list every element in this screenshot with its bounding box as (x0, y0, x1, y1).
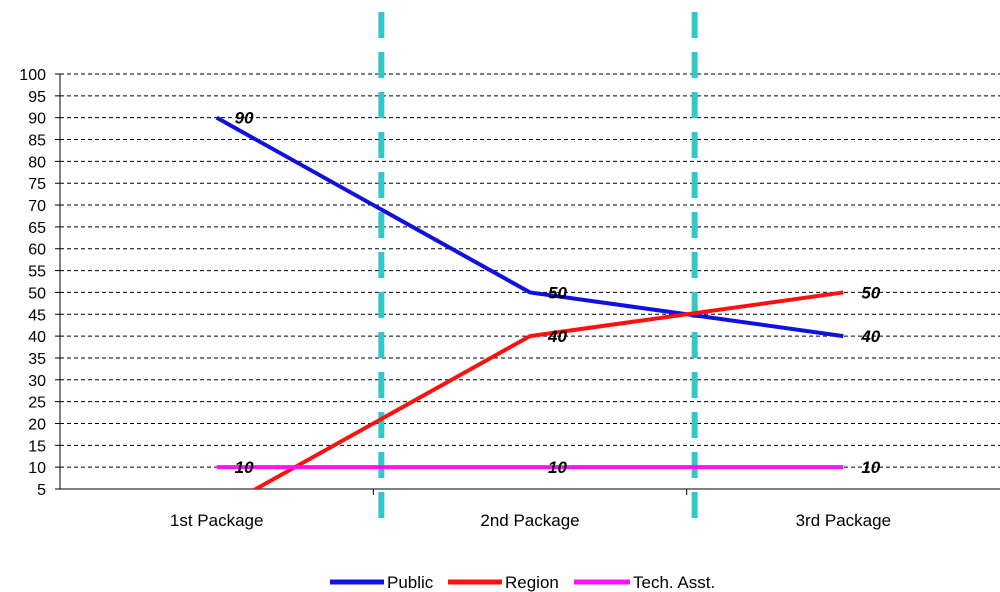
y-tick-label: 40 (28, 329, 46, 346)
y-tick-label: 20 (28, 416, 46, 433)
data-label: 40 (547, 327, 567, 346)
data-label: 10 (235, 458, 254, 477)
y-tick-label: 45 (28, 307, 46, 324)
y-tick-label: 15 (28, 438, 46, 455)
y-tick-label: 10 (28, 460, 46, 477)
y-tick-label: 25 (28, 395, 46, 412)
y-axis-ticks: 5 10 15 20 25 30 35 40 45 50 55 60 65 70 75 80 85 90 95 100 (19, 67, 60, 499)
data-label: 50 (861, 283, 880, 302)
package-separators (378, 12, 698, 520)
gridlines (60, 73, 1000, 468)
legend-label: Public (387, 573, 434, 592)
y-tick-label: 80 (28, 154, 46, 171)
y-tick-label: 50 (28, 285, 46, 302)
data-label: 50 (548, 283, 567, 302)
y-tick-label: 85 (28, 133, 46, 150)
y-tick-label: 30 (28, 373, 46, 390)
series-lines (215, 115, 844, 489)
y-tick-label: 100 (19, 67, 46, 84)
data-label: 10 (548, 458, 567, 477)
series-line-region (251, 290, 844, 489)
y-tick-label: 75 (28, 176, 46, 193)
data-label: 40 (860, 327, 880, 346)
legend-label: Tech. Asst. (633, 573, 715, 592)
data-label: 90 (235, 109, 254, 128)
legend-label: Region (505, 573, 559, 592)
y-tick-label: 70 (28, 198, 46, 215)
y-tick-label: 60 (28, 242, 46, 259)
y-tick-label: 90 (28, 111, 46, 128)
x-tick-label: 1st Package (170, 511, 264, 530)
y-tick-label: 95 (28, 89, 46, 106)
x-tick-label: 3rd Package (796, 511, 891, 530)
x-axis-ticks: 1st Package 2nd Package 3rd Package (170, 489, 891, 530)
data-labels: 90 50 40 40 50 10 10 10 (235, 109, 881, 477)
y-tick-label: 65 (28, 220, 46, 237)
legend: Public Region Tech. Asst. (330, 573, 715, 592)
y-tick-label: 35 (28, 351, 46, 368)
y-tick-label: 5 (37, 482, 46, 499)
axes (59, 74, 1000, 490)
x-tick-label: 2nd Package (480, 511, 579, 530)
y-tick-label: 55 (28, 264, 46, 281)
series-line-public (215, 115, 844, 339)
data-label: 10 (861, 458, 880, 477)
